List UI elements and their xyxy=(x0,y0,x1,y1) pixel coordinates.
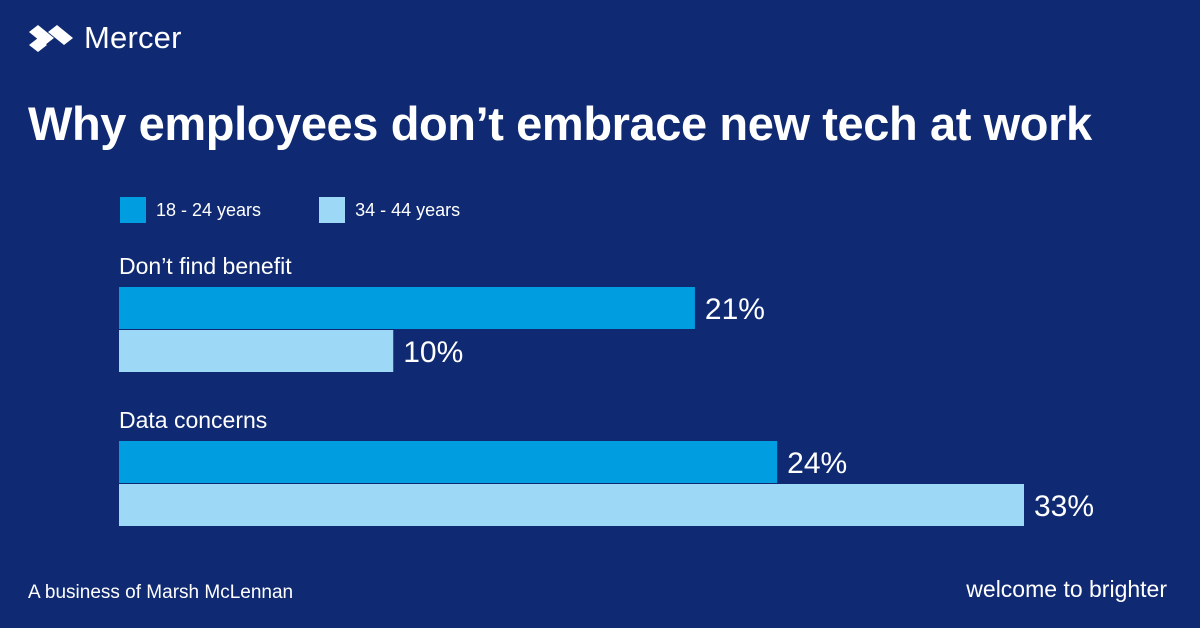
bar-series-1 xyxy=(119,441,778,483)
category-label: Data concerns xyxy=(119,407,267,433)
legend-label-series-2: 34 - 44 years xyxy=(355,199,461,220)
data-label: 24% xyxy=(787,447,847,480)
chart-legend: 18 - 24 years 34 - 44 years xyxy=(120,197,460,223)
brand: Mercer xyxy=(28,22,182,53)
bar-series-2 xyxy=(119,330,394,372)
legend-item-series-1: 18 - 24 years xyxy=(120,197,261,223)
chart-title: Why employees don’t embrace new tech at … xyxy=(28,97,1092,150)
legend-swatch-series-2 xyxy=(319,197,346,223)
brand-name: Mercer xyxy=(84,20,182,55)
bar-series-1 xyxy=(119,287,695,329)
footer-tagline: A business of Marsh McLennan xyxy=(28,582,294,603)
category-label: Don’t find benefit xyxy=(119,253,292,279)
data-label: 10% xyxy=(403,336,463,369)
data-label: 21% xyxy=(705,293,765,326)
legend-item-series-2: 34 - 44 years xyxy=(319,197,460,223)
footer-slogan: welcome to brighter xyxy=(966,576,1167,602)
bar-series-2 xyxy=(119,484,1024,526)
mercer-logo-icon xyxy=(29,24,73,52)
legend-swatch-series-1 xyxy=(120,197,146,223)
data-label: 33% xyxy=(1034,490,1094,523)
legend-label-series-1: 18 - 24 years xyxy=(156,199,262,220)
